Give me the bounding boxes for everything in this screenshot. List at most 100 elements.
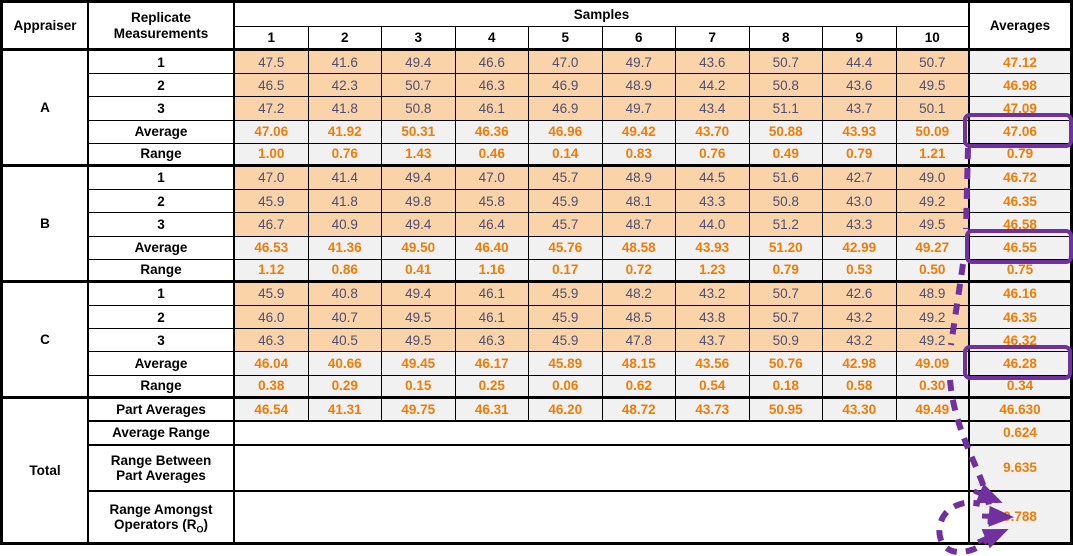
measurement-cell: 43.8 — [676, 306, 750, 330]
measurement-cell: 50.8 — [382, 97, 456, 121]
measurement-cell: 45.9 — [529, 306, 603, 330]
average-cell: 46.53 — [235, 236, 309, 260]
range-cell: 0.72 — [602, 259, 676, 283]
average-cell: 46.96 — [529, 120, 603, 144]
measurement-cell: 49.7 — [602, 97, 676, 121]
range-cell: 0.14 — [529, 143, 603, 167]
range-cell: 1.21 — [896, 143, 970, 167]
range-cell: 0.41 — [382, 259, 456, 283]
range-cell: 0.53 — [823, 259, 897, 283]
measurement-cell: 45.7 — [529, 213, 603, 237]
sample-number-header: 9 — [823, 27, 897, 51]
measurement-cell: 43.2 — [823, 329, 897, 353]
sample-number-header: 5 — [529, 27, 603, 51]
measurement-row-label: 2 — [89, 190, 235, 214]
total-row-label-line: Range Amongst — [109, 501, 213, 517]
row-average-cell: 46.35 — [970, 190, 1070, 214]
average-cell: 46.40 — [455, 236, 529, 260]
measurement-cell: 46.1 — [455, 97, 529, 121]
sample-number-header: 7 — [676, 27, 750, 51]
measurement-cell: 49.5 — [896, 213, 970, 237]
measurement-cell: 47.2 — [235, 97, 309, 121]
measurement-cell: 48.5 — [602, 306, 676, 330]
measurement-cell: 49.2 — [896, 190, 970, 214]
measurement-cell: 48.2 — [602, 282, 676, 307]
measurement-cell: 49.8 — [382, 190, 456, 214]
range-cell: 0.76 — [308, 143, 382, 167]
measurement-cell: 48.9 — [896, 282, 970, 307]
part-average-cell: 46.31 — [455, 398, 529, 422]
label2-pre: Operators (R — [113, 516, 197, 532]
measurement-cell: 46.1 — [455, 282, 529, 307]
measurement-cell: 46.4 — [455, 213, 529, 237]
part-average-cell: 49.75 — [382, 398, 456, 422]
average-cell: 47.06 — [235, 120, 309, 144]
measurement-cell: 49.0 — [896, 166, 970, 191]
measurement-cell: 50.8 — [749, 190, 823, 214]
average-cell: 49.50 — [382, 236, 456, 260]
measurement-cell: 48.9 — [602, 74, 676, 98]
total-row-label-line: Range Between — [110, 452, 212, 468]
row-average-cell: 47.06 — [970, 120, 1070, 144]
total-row-label: Range Between Part Averages — [89, 445, 235, 492]
row-average-cell: 46.55 — [970, 236, 1070, 260]
measurement-cell: 50.8 — [749, 74, 823, 98]
measurement-cell: 48.1 — [602, 190, 676, 214]
measurement-cell: 43.3 — [823, 213, 897, 237]
part-average-cell: 48.72 — [602, 398, 676, 422]
range-cell: 0.83 — [602, 143, 676, 167]
replicate-header-line2: Measurements — [113, 25, 209, 41]
average-cell: 42.99 — [823, 236, 897, 260]
measurement-cell: 50.7 — [382, 74, 456, 98]
average-cell: 43.70 — [676, 120, 750, 144]
range-cell: 0.79 — [749, 259, 823, 283]
measurement-cell: 46.9 — [529, 97, 603, 121]
measurement-cell: 47.0 — [529, 51, 603, 75]
measurement-cell: 50.7 — [896, 51, 970, 75]
sample-number-header: 10 — [896, 27, 970, 51]
part-average-cell: 46.20 — [529, 398, 603, 422]
sample-number-header: 3 — [382, 27, 456, 51]
measurement-cell: 50.7 — [749, 306, 823, 330]
appraiser-label: B — [3, 166, 89, 283]
measurement-cell: 44.2 — [676, 74, 750, 98]
measurement-cell: 50.7 — [749, 282, 823, 307]
average-cell: 49.42 — [602, 120, 676, 144]
measurement-cell: 43.6 — [676, 51, 750, 75]
measurement-cell: 49.5 — [382, 306, 456, 330]
range-row-label: Range — [89, 143, 235, 167]
range-cell: 1.43 — [382, 143, 456, 167]
average-cell: 50.76 — [749, 352, 823, 376]
appraiser-label: C — [3, 282, 89, 399]
measurement-cell: 43.4 — [676, 97, 750, 121]
measurement-cell: 46.0 — [235, 306, 309, 330]
range-cell: 0.18 — [749, 375, 823, 399]
measurement-cell: 40.7 — [308, 306, 382, 330]
range-cell: 0.17 — [529, 259, 603, 283]
sample-number-header: 8 — [749, 27, 823, 51]
measurement-cell: 49.4 — [382, 213, 456, 237]
range-cell: 0.58 — [823, 375, 897, 399]
average-cell: 42.98 — [823, 352, 897, 376]
row-average-cell: 46.32 — [970, 329, 1070, 353]
measurement-cell: 48.9 — [602, 166, 676, 191]
appraiser-header: Appraiser — [3, 3, 89, 51]
row-average-cell: 47.12 — [970, 51, 1070, 75]
average-cell: 48.58 — [602, 236, 676, 260]
measurement-cell: 40.8 — [308, 282, 382, 307]
total-row-label-line2: Operators (RO) — [113, 516, 208, 534]
measurement-cell: 40.5 — [308, 329, 382, 353]
average-cell: 49.27 — [896, 236, 970, 260]
measurement-cell: 47.8 — [602, 329, 676, 353]
range-cell: 0.46 — [455, 143, 529, 167]
measurement-row-label: 1 — [89, 282, 235, 307]
measurement-cell: 44.5 — [676, 166, 750, 191]
measurement-cell: 50.7 — [749, 51, 823, 75]
measurement-cell: 51.1 — [749, 97, 823, 121]
empty-cell — [235, 445, 970, 492]
average-row-label: Average — [89, 120, 235, 144]
average-cell: 43.93 — [676, 236, 750, 260]
part-average-cell: 41.31 — [308, 398, 382, 422]
